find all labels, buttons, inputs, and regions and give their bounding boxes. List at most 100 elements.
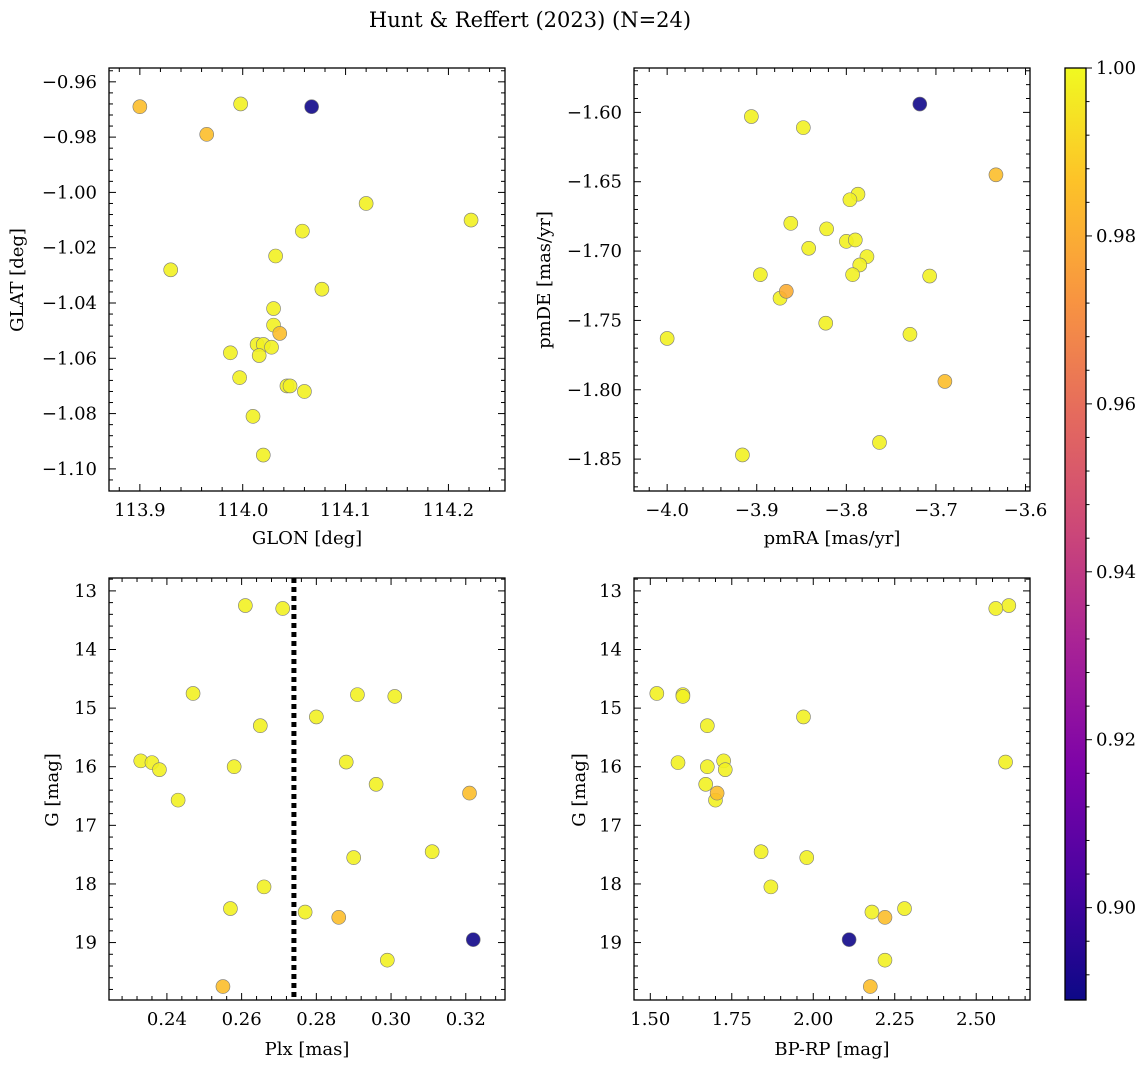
data-point — [998, 754, 1013, 770]
panel-glon-glat-frame — [108, 67, 506, 492]
data-point — [709, 785, 725, 801]
x-tick-label: −3.7 — [914, 500, 958, 521]
x-tick-label: −4.0 — [645, 500, 689, 521]
y-tick-label: −1.04 — [42, 293, 97, 314]
data-point — [233, 96, 248, 112]
data-point — [295, 223, 310, 239]
data-point — [670, 755, 686, 770]
data-point — [387, 689, 403, 704]
data-point — [649, 686, 665, 701]
colorbar-tick-label: 1.00 — [1096, 58, 1136, 79]
data-point — [922, 268, 937, 284]
y-tick-label: −1.85 — [567, 449, 622, 470]
data-point — [801, 240, 817, 256]
panel-plx-g-ticks: 0.24 0.26 0.28 0.30 0.32 13 14 15 16 17 18 19 — [74, 578, 505, 1030]
panel-glon-glat: GLON [deg] GLAT [deg] 113.9 114.0 114.1 114… — [7, 67, 506, 549]
y-tick-label: −1.70 — [567, 241, 622, 262]
x-tick-label: 0.28 — [296, 1009, 336, 1030]
x-tick-label: −3.6 — [1004, 500, 1048, 521]
y-tick-label: 14 — [74, 640, 97, 661]
data-point — [272, 326, 288, 341]
y-tick-label: 18 — [599, 874, 622, 895]
data-point — [753, 844, 769, 860]
data-point — [226, 759, 242, 775]
data-point — [937, 374, 953, 389]
data-point — [796, 120, 811, 135]
data-point — [783, 216, 799, 231]
data-point — [253, 718, 268, 734]
panel-bprp-g-ylabel: G [mag] — [569, 753, 590, 826]
data-point — [346, 850, 361, 865]
y-tick-label: 13 — [599, 581, 622, 602]
y-tick-label: −0.98 — [42, 127, 97, 148]
data-point — [698, 777, 714, 792]
colorbar-tick-label: 0.94 — [1096, 562, 1136, 583]
data-point — [185, 686, 201, 701]
panel-pmra-pmde: pmRA [mas/yr] pmDE [mas/yr] −4.0 −3.9 −3.8… — [534, 67, 1048, 549]
data-point — [331, 910, 347, 925]
colorbar-tick-label: 0.96 — [1096, 394, 1136, 415]
panel-plx-g: Plx [mas] G [mag] 0.24 0.26 0.28 0.30 0.32 13… — [42, 577, 506, 1060]
data-point — [862, 979, 878, 994]
panel-bprp-g-frame — [633, 577, 1031, 1001]
data-point — [199, 127, 215, 142]
x-tick-label: 114.2 — [423, 500, 475, 521]
data-point — [675, 689, 691, 704]
data-point — [268, 248, 283, 264]
data-point — [877, 952, 893, 968]
y-tick-label: −1.80 — [567, 380, 622, 401]
data-point — [462, 785, 477, 801]
panel-glon-glat-ticks: 113.9 114.0 114.1 114.2 −0.96 −0.98 −1.00 −1.02… — [42, 68, 505, 521]
panel-plx-g-frame — [108, 577, 506, 1001]
x-tick-label: 113.9 — [114, 500, 166, 521]
colorbar-tick-label: 0.92 — [1096, 730, 1136, 751]
panel-glon-glat-ylabel: GLAT [deg] — [7, 228, 28, 332]
panel-bprp-g-ticks: 1.50 1.75 2.00 2.25 2.50 13 14 15 16 17 18 19 — [599, 578, 1030, 1030]
data-point — [864, 904, 880, 920]
y-tick-label: 17 — [74, 815, 97, 836]
y-tick-label: −1.10 — [42, 459, 97, 480]
panel-glon-glat-points — [132, 96, 479, 463]
data-point — [819, 221, 834, 237]
colorbar-gradient — [1065, 68, 1086, 1000]
panel-pmra-pmde-points — [659, 96, 1004, 463]
colorbar-tick-label: 0.98 — [1096, 226, 1136, 247]
data-point — [818, 315, 834, 331]
x-tick-label: −3.9 — [735, 500, 779, 521]
figure-title: Hunt & Reffert (2023) (N=24) — [369, 8, 691, 32]
data-point — [744, 109, 759, 124]
data-point — [779, 283, 794, 299]
y-tick-label: 17 — [599, 815, 622, 836]
y-tick-label: −1.06 — [42, 348, 97, 369]
data-point — [368, 777, 384, 792]
y-tick-label: 13 — [74, 581, 97, 602]
data-point — [255, 447, 271, 463]
data-point — [251, 348, 267, 363]
data-point — [897, 901, 912, 916]
panel-bprp-g-xlabel: BP-RP [mag] — [774, 1039, 889, 1060]
colorbar-frame — [1064, 67, 1087, 1001]
data-point — [717, 762, 733, 777]
x-tick-label: 2.25 — [875, 1009, 915, 1030]
y-tick-label: 15 — [74, 698, 97, 719]
data-point — [282, 378, 298, 394]
data-point — [215, 979, 231, 994]
data-point — [358, 196, 374, 211]
y-tick-label: −0.96 — [42, 72, 97, 93]
x-tick-label: 2.50 — [956, 1009, 996, 1030]
data-point — [256, 879, 272, 895]
data-point — [700, 759, 715, 775]
data-point — [275, 601, 291, 616]
data-point — [753, 267, 768, 282]
y-tick-label: −1.60 — [567, 102, 622, 123]
y-tick-label: 18 — [74, 874, 97, 895]
data-point — [902, 326, 918, 342]
data-point — [314, 281, 330, 297]
panel-glon-glat-xlabel: GLON [deg] — [252, 528, 362, 549]
data-point — [845, 267, 860, 282]
panel-pmra-pmde-ticks: −4.0 −3.9 −3.8 −3.7 −3.6 −1.60 −1.65 −1.70 −1.75… — [567, 68, 1048, 521]
data-point — [872, 435, 887, 450]
panel-plx-g-xlabel: Plx [mas] — [265, 1039, 350, 1060]
y-tick-label: 15 — [599, 698, 622, 719]
